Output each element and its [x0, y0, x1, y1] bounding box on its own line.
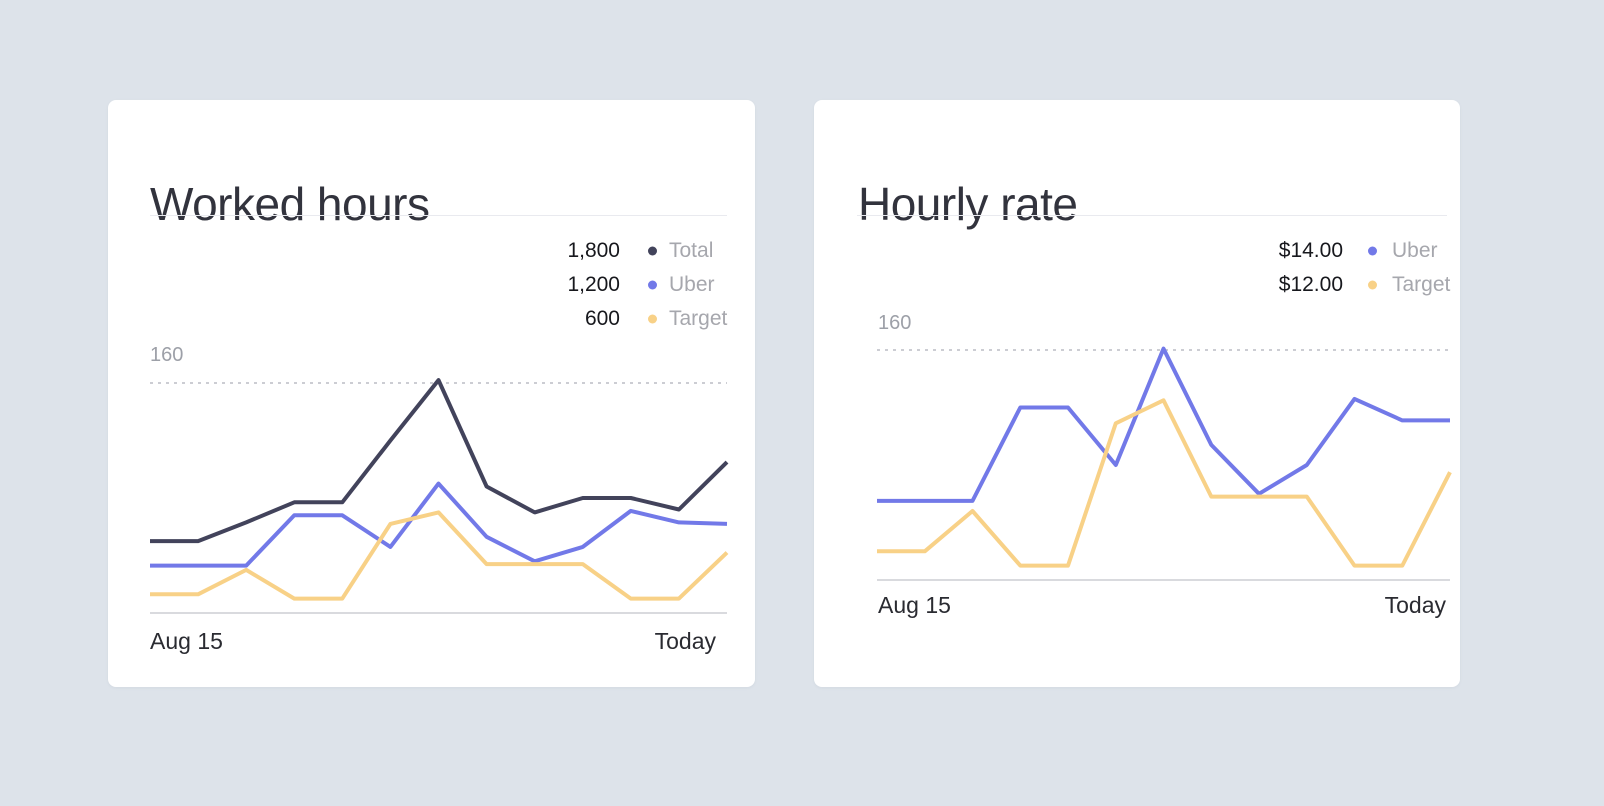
x-axis: Aug 15 Today: [150, 628, 716, 655]
chart-title: Worked hours: [150, 177, 430, 230]
legend-row: 1,200 Uber: [108, 268, 755, 302]
legend-label: Uber: [669, 273, 715, 296]
legend-row: 1,800 Total: [108, 234, 755, 268]
legend: 1,800 Total 1,200 Uber 600 Target: [108, 234, 755, 336]
legend-row: $14.00 Uber: [814, 234, 1460, 268]
legend-value: $14.00: [1278, 239, 1343, 262]
hourly-rate-card: Hourly rate $14.00 Uber $12.00 Target 16…: [814, 100, 1460, 687]
legend-dot: [648, 246, 657, 256]
series-line-total: [150, 378, 729, 544]
series-line-uber: [877, 346, 1450, 503]
line-chart[interactable]: [877, 330, 1452, 585]
legend-value: $12.00: [1278, 273, 1343, 296]
series-line-target: [877, 398, 1452, 568]
chart-title: Hourly rate: [858, 177, 1078, 230]
legend-label: Uber: [1392, 239, 1438, 262]
y-gridline-label: 160: [150, 344, 184, 366]
series-line-target: [150, 510, 729, 601]
x-axis-label-start: Aug 15: [150, 628, 223, 654]
x-axis: Aug 15 Today: [878, 592, 1446, 619]
legend-label: Total: [669, 239, 714, 262]
legend-value: 1,800: [567, 239, 620, 262]
legend-value: 600: [584, 307, 620, 330]
worked-hours-card: Worked hours 1,800 Total 1,200 Uber 600 …: [108, 100, 755, 687]
legend-row: 600 Target: [108, 302, 755, 336]
x-axis-label-start: Aug 15: [878, 592, 951, 618]
legend-row: $12.00 Target: [814, 268, 1460, 302]
line-chart[interactable]: [150, 360, 729, 618]
legend-label: Target: [1392, 273, 1451, 296]
legend: $14.00 Uber $12.00 Target: [814, 234, 1460, 302]
legend-value: 1,200: [567, 273, 620, 296]
legend-dot: [648, 314, 657, 324]
series-line-uber: [150, 481, 728, 568]
legend-label: Target: [669, 307, 728, 330]
legend-dot: [648, 280, 657, 290]
legend-dot: [1368, 246, 1377, 256]
x-axis-label-end: Today: [1384, 592, 1446, 618]
legend-dot: [1368, 280, 1377, 290]
x-axis-label-end: Today: [654, 628, 716, 654]
header-divider: [857, 215, 1447, 216]
y-gridline-label: 160: [878, 312, 912, 334]
header-divider: [150, 215, 727, 216]
